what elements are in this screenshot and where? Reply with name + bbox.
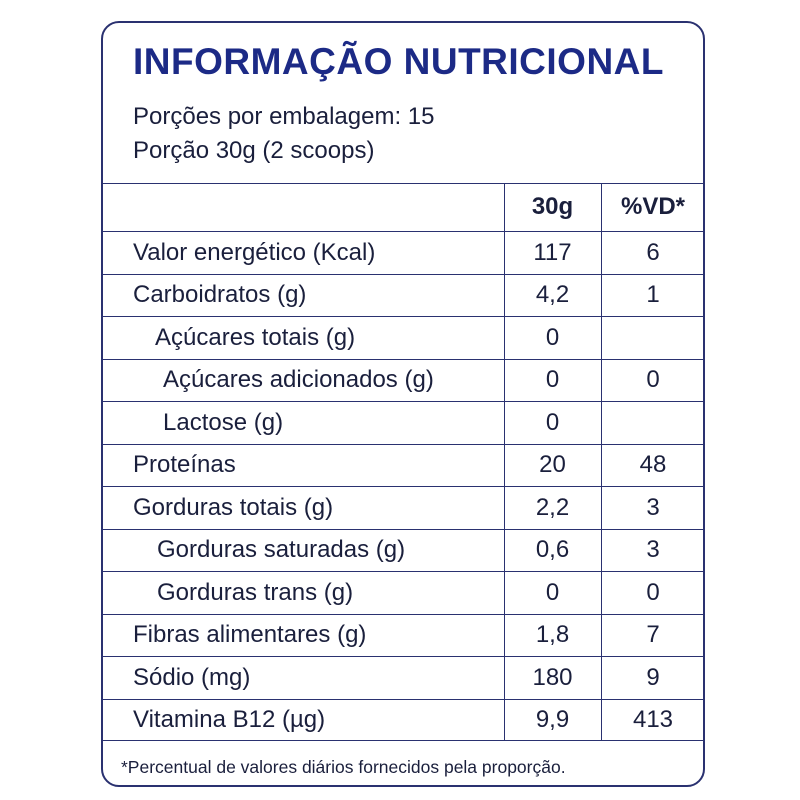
nutrient-amount: 1,8: [535, 621, 570, 649]
nutrient-amount: 0: [545, 578, 560, 606]
nutrient-name: Valor energético (Kcal): [133, 238, 376, 266]
nutrient-name: Lactose (g): [163, 408, 284, 436]
nutrient-daily-value: [601, 317, 705, 359]
nutrition-facts-panel: INFORMAÇÃO NUTRICIONAL Porções por embal…: [101, 21, 705, 787]
table-row: Açúcares adicionados (g) 0 0: [103, 358, 703, 402]
nutrient-daily-value: [601, 402, 705, 444]
table-row: Açúcares totais (g) 0: [103, 316, 703, 359]
serving-size: Porção 30g (2 scoops): [133, 137, 375, 164]
label-title: INFORMAÇÃO NUTRICIONAL: [133, 41, 665, 82]
footnote: *Percentual de valores diários fornecido…: [121, 757, 566, 777]
nutrient-daily-value: 1: [646, 281, 660, 309]
nutrient-daily-value: 9: [646, 663, 660, 691]
nutrient-daily-value: 6: [646, 238, 660, 266]
column-divider-amount: [504, 183, 505, 741]
nutrient-amount: 0: [545, 323, 560, 351]
table-row: Fibras alimentares (g) 1,8 7: [103, 613, 703, 657]
nutrient-name: Açúcares adicionados (g): [163, 366, 434, 394]
nutrient-daily-value: 48: [639, 451, 667, 479]
nutrient-name: Gorduras totais (g): [133, 493, 334, 521]
nutrient-name: Carboidratos (g): [133, 281, 307, 309]
table-row: Proteínas 20 48: [103, 443, 703, 487]
nutrient-name: Vitamina B12 (µg): [133, 705, 326, 733]
table-top-divider: [103, 183, 703, 184]
nutrient-name: Sódio (mg): [133, 663, 251, 691]
column-header-amount: 30g: [531, 193, 574, 220]
table-row: Lactose (g) 0: [103, 401, 703, 444]
nutrient-amount: 117: [533, 238, 572, 266]
nutrient-name: Fibras alimentares (g): [133, 621, 367, 649]
table-row: Gorduras totais (g) 2,2 3: [103, 486, 703, 529]
column-header-daily-value: %VD*: [620, 193, 686, 220]
nutrient-amount: 0: [545, 408, 560, 436]
nutrient-amount: 2,2: [535, 493, 570, 521]
table-header-row: 30g %VD*: [103, 183, 703, 231]
table-row: Sódio (mg) 180 9: [103, 656, 703, 699]
nutrient-amount: 0: [545, 366, 560, 394]
table-row: Gorduras saturadas (g) 0,6 3: [103, 528, 703, 572]
nutrient-amount: 20: [539, 451, 566, 479]
nutrient-daily-value: 0: [646, 366, 660, 394]
table-row: Vitamina B12 (µg) 9,9 413: [103, 698, 703, 741]
nutrient-name: Proteínas: [133, 451, 236, 479]
nutrient-amount: 0,6: [535, 536, 570, 564]
table-row: Carboidratos (g) 4,2 1: [103, 273, 703, 317]
nutrient-name: Gorduras trans (g): [157, 578, 354, 606]
nutrient-amount: 180: [532, 663, 573, 691]
table-row: Valor energético (Kcal) 117 6: [103, 231, 703, 274]
nutrient-amount: 4,2: [535, 281, 570, 309]
nutrient-amount: 9,9: [535, 705, 570, 733]
nutrient-daily-value: 3: [646, 493, 660, 521]
nutrient-daily-value: 7: [646, 621, 660, 649]
nutrient-daily-value: 413: [632, 705, 674, 733]
servings-per-package: Porções por embalagem: 15: [133, 103, 435, 130]
nutrient-name: Gorduras saturadas (g): [157, 536, 406, 564]
nutrient-daily-value: 0: [646, 578, 660, 606]
nutrition-table: 30g %VD* Valor energético (Kcal) 117 6 C…: [103, 183, 703, 741]
column-divider-daily-value: [601, 183, 602, 741]
nutrient-name: Açúcares totais (g): [155, 323, 356, 351]
table-row: Gorduras trans (g) 0 0: [103, 571, 703, 614]
nutrient-daily-value: 3: [646, 536, 660, 564]
